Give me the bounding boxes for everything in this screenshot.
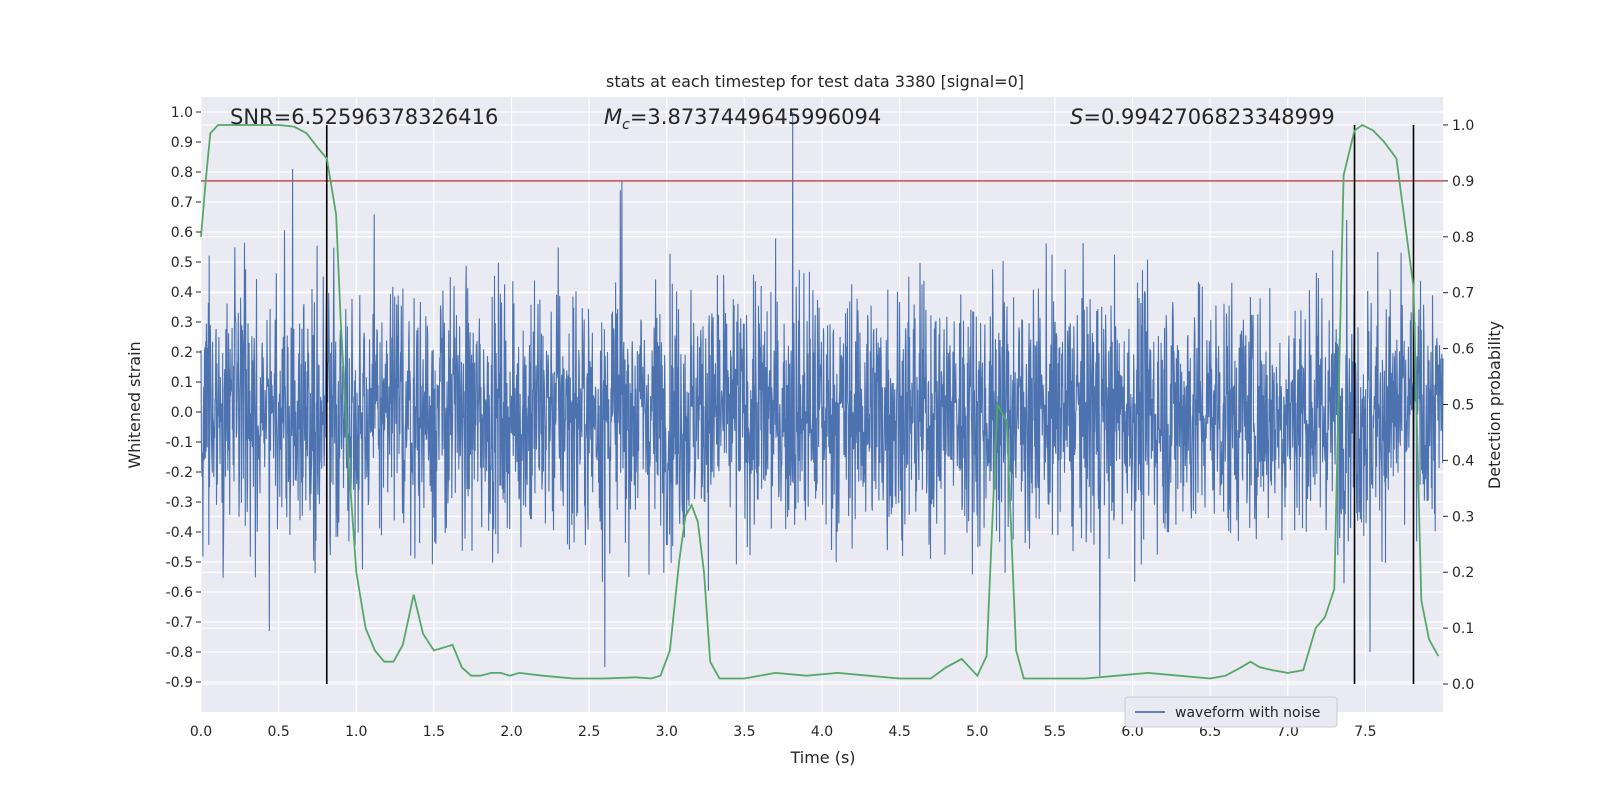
snr-annotation: SNR=6.52596378326416 xyxy=(230,105,498,129)
y-tick-label-right: 0.0 xyxy=(1452,677,1474,693)
y-tick-label-right: 0.6 xyxy=(1452,342,1474,358)
x-tick-label: 2.5 xyxy=(578,724,600,740)
probability-series xyxy=(200,123,1440,680)
y-tick-label-left: -0.8 xyxy=(166,645,193,661)
x-tick-label: 7.5 xyxy=(1354,724,1376,740)
y-tick-label-left: -0.7 xyxy=(166,615,193,631)
y-tick-label-right: 0.9 xyxy=(1452,174,1474,190)
x-tick-label: 3.5 xyxy=(733,724,755,740)
y-tick-label-left: 0.6 xyxy=(171,225,193,241)
y-tick-label-left: 0.1 xyxy=(171,375,193,391)
mc-value: =3.8737449645996094 xyxy=(630,105,881,129)
y-tick-label-left: 0.4 xyxy=(171,285,193,301)
x-tick-label: 0.5 xyxy=(267,724,289,740)
legend-box xyxy=(1124,696,1338,728)
x-tick-label: 6.5 xyxy=(1199,724,1221,740)
y-tick-label-left: -0.1 xyxy=(166,435,193,451)
x-tick-label: 7.0 xyxy=(1277,724,1299,740)
x-tick-label: 1.0 xyxy=(345,724,367,740)
y-tick-label-left: 0.9 xyxy=(171,135,193,151)
mc-subscript: c xyxy=(622,117,630,133)
chart-title: stats at each timestep for test data 338… xyxy=(606,72,1024,91)
y-tick-label-right: 0.2 xyxy=(1452,565,1474,581)
y-tick-label-right: 0.5 xyxy=(1452,398,1474,414)
x-tick-label: 4.5 xyxy=(888,724,910,740)
y-axis-title-right: Detection probability xyxy=(1485,321,1504,489)
y-tick-label-left: 0.0 xyxy=(171,405,193,421)
y-tick-label-left: -0.6 xyxy=(166,585,193,601)
y-tick-label-left: -0.2 xyxy=(166,465,193,481)
waveform-line xyxy=(200,111,1444,677)
y-tick-label-right: 0.8 xyxy=(1452,230,1474,246)
y-tick-label-left: -0.9 xyxy=(166,675,193,691)
y-tick-label-right: 0.3 xyxy=(1452,509,1474,525)
x-tick-label: 5.5 xyxy=(1044,724,1066,740)
x-tick-label: 3.0 xyxy=(656,724,678,740)
y-tick-label-left: 0.7 xyxy=(171,195,193,211)
probability-line xyxy=(200,123,1440,680)
x-axis-title: Time (s) xyxy=(789,748,855,767)
y-tick-label-right: 1.0 xyxy=(1452,118,1474,134)
overlay-lines xyxy=(201,124,1443,685)
s-value: =0.9942706823348999 xyxy=(1083,105,1334,129)
y-tick-label-left: 0.2 xyxy=(171,345,193,361)
y-tick-label-left: 0.3 xyxy=(171,315,193,331)
waveform-series xyxy=(200,111,1444,677)
legend: waveform with noise xyxy=(1124,696,1338,728)
mc-symbol: M xyxy=(604,105,622,129)
axes: 0.0 0.5 1.0 1.5 2.0 2.5 3.0 3.5 4.0 4.5 5.0 5.5 6.0 6… xyxy=(166,105,1475,740)
x-tick-label: 5.0 xyxy=(966,724,988,740)
y-tick-label-left: -0.3 xyxy=(166,495,193,511)
x-tick-label: 1.5 xyxy=(423,724,445,740)
x-tick-label: 2.0 xyxy=(500,724,522,740)
x-tick-label: 4.0 xyxy=(811,724,833,740)
y-tick-label-left: -0.5 xyxy=(166,555,193,571)
y-tick-label-left: 0.5 xyxy=(171,255,193,271)
y-tick-label-left: -0.4 xyxy=(166,525,193,541)
mc-annotation: Mc=3.8737449645996094 xyxy=(604,105,881,133)
y-tick-label-left: 1.0 xyxy=(171,105,193,121)
s-annotation: S=0.9942706823348999 xyxy=(1070,105,1335,129)
y-axis-title-left: Whitened strain xyxy=(125,341,144,468)
x-tick-label: 0.0 xyxy=(190,724,212,740)
x-tick-label: 6.0 xyxy=(1121,724,1143,740)
s-symbol: S xyxy=(1070,105,1083,129)
y-tick-label-right: 0.1 xyxy=(1452,621,1474,637)
y-tick-label-right: 0.4 xyxy=(1452,453,1474,469)
legend-label: waveform with noise xyxy=(1175,705,1320,721)
y-tick-label-left: 0.8 xyxy=(171,165,193,181)
y-tick-label-right: 0.7 xyxy=(1452,286,1474,302)
